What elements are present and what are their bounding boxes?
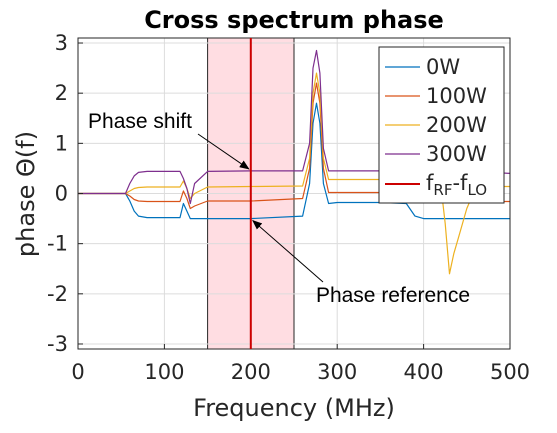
series-line-200w <box>78 72 510 275</box>
x-tick-label: 400 <box>404 360 444 384</box>
x-tick-label: 500 <box>490 360 530 384</box>
y-tick-label: 2 <box>55 81 68 105</box>
annotation-phase-reference: Phase reference <box>316 284 470 307</box>
series-line-0w <box>78 102 510 220</box>
y-tick-label: -1 <box>47 232 68 256</box>
annotation-phase-shift: Phase shift <box>88 110 192 133</box>
x-tick-label: 200 <box>231 360 271 384</box>
y-axis-title: phase Θ(f) <box>12 131 40 257</box>
chart-title: Cross spectrum phase <box>144 6 444 34</box>
legend-fref-sub2: LO <box>467 181 487 199</box>
x-tick-label: 100 <box>144 360 184 384</box>
annotation-arrow-phase-reference <box>252 219 324 283</box>
legend-label-0w: 0W <box>426 55 460 79</box>
y-tick-label: 1 <box>55 131 68 155</box>
y-tick-label: 3 <box>55 31 68 55</box>
legend: 0W 100W 200W 300W fRF-fLO <box>378 46 505 204</box>
annotation-arrow-phase-shift <box>197 133 250 170</box>
x-axis-title: Frequency (MHz) <box>193 394 395 422</box>
legend-label-200w: 200W <box>426 113 487 137</box>
y-tick-label: -2 <box>47 282 68 306</box>
legend-fref-sub1: RF <box>433 181 452 199</box>
legend-label-100w: 100W <box>426 84 487 108</box>
legend-fref-main: f <box>426 171 434 195</box>
y-tick-label: -3 <box>47 332 68 356</box>
legend-fref-dash: -f <box>452 171 468 195</box>
y-tick-label: 0 <box>55 182 68 206</box>
x-tick-label: 0 <box>71 360 84 384</box>
x-tick-label: 300 <box>317 360 357 384</box>
legend-label-300w: 300W <box>426 142 487 166</box>
legend-label-fref: fRF-fLO <box>426 171 487 199</box>
